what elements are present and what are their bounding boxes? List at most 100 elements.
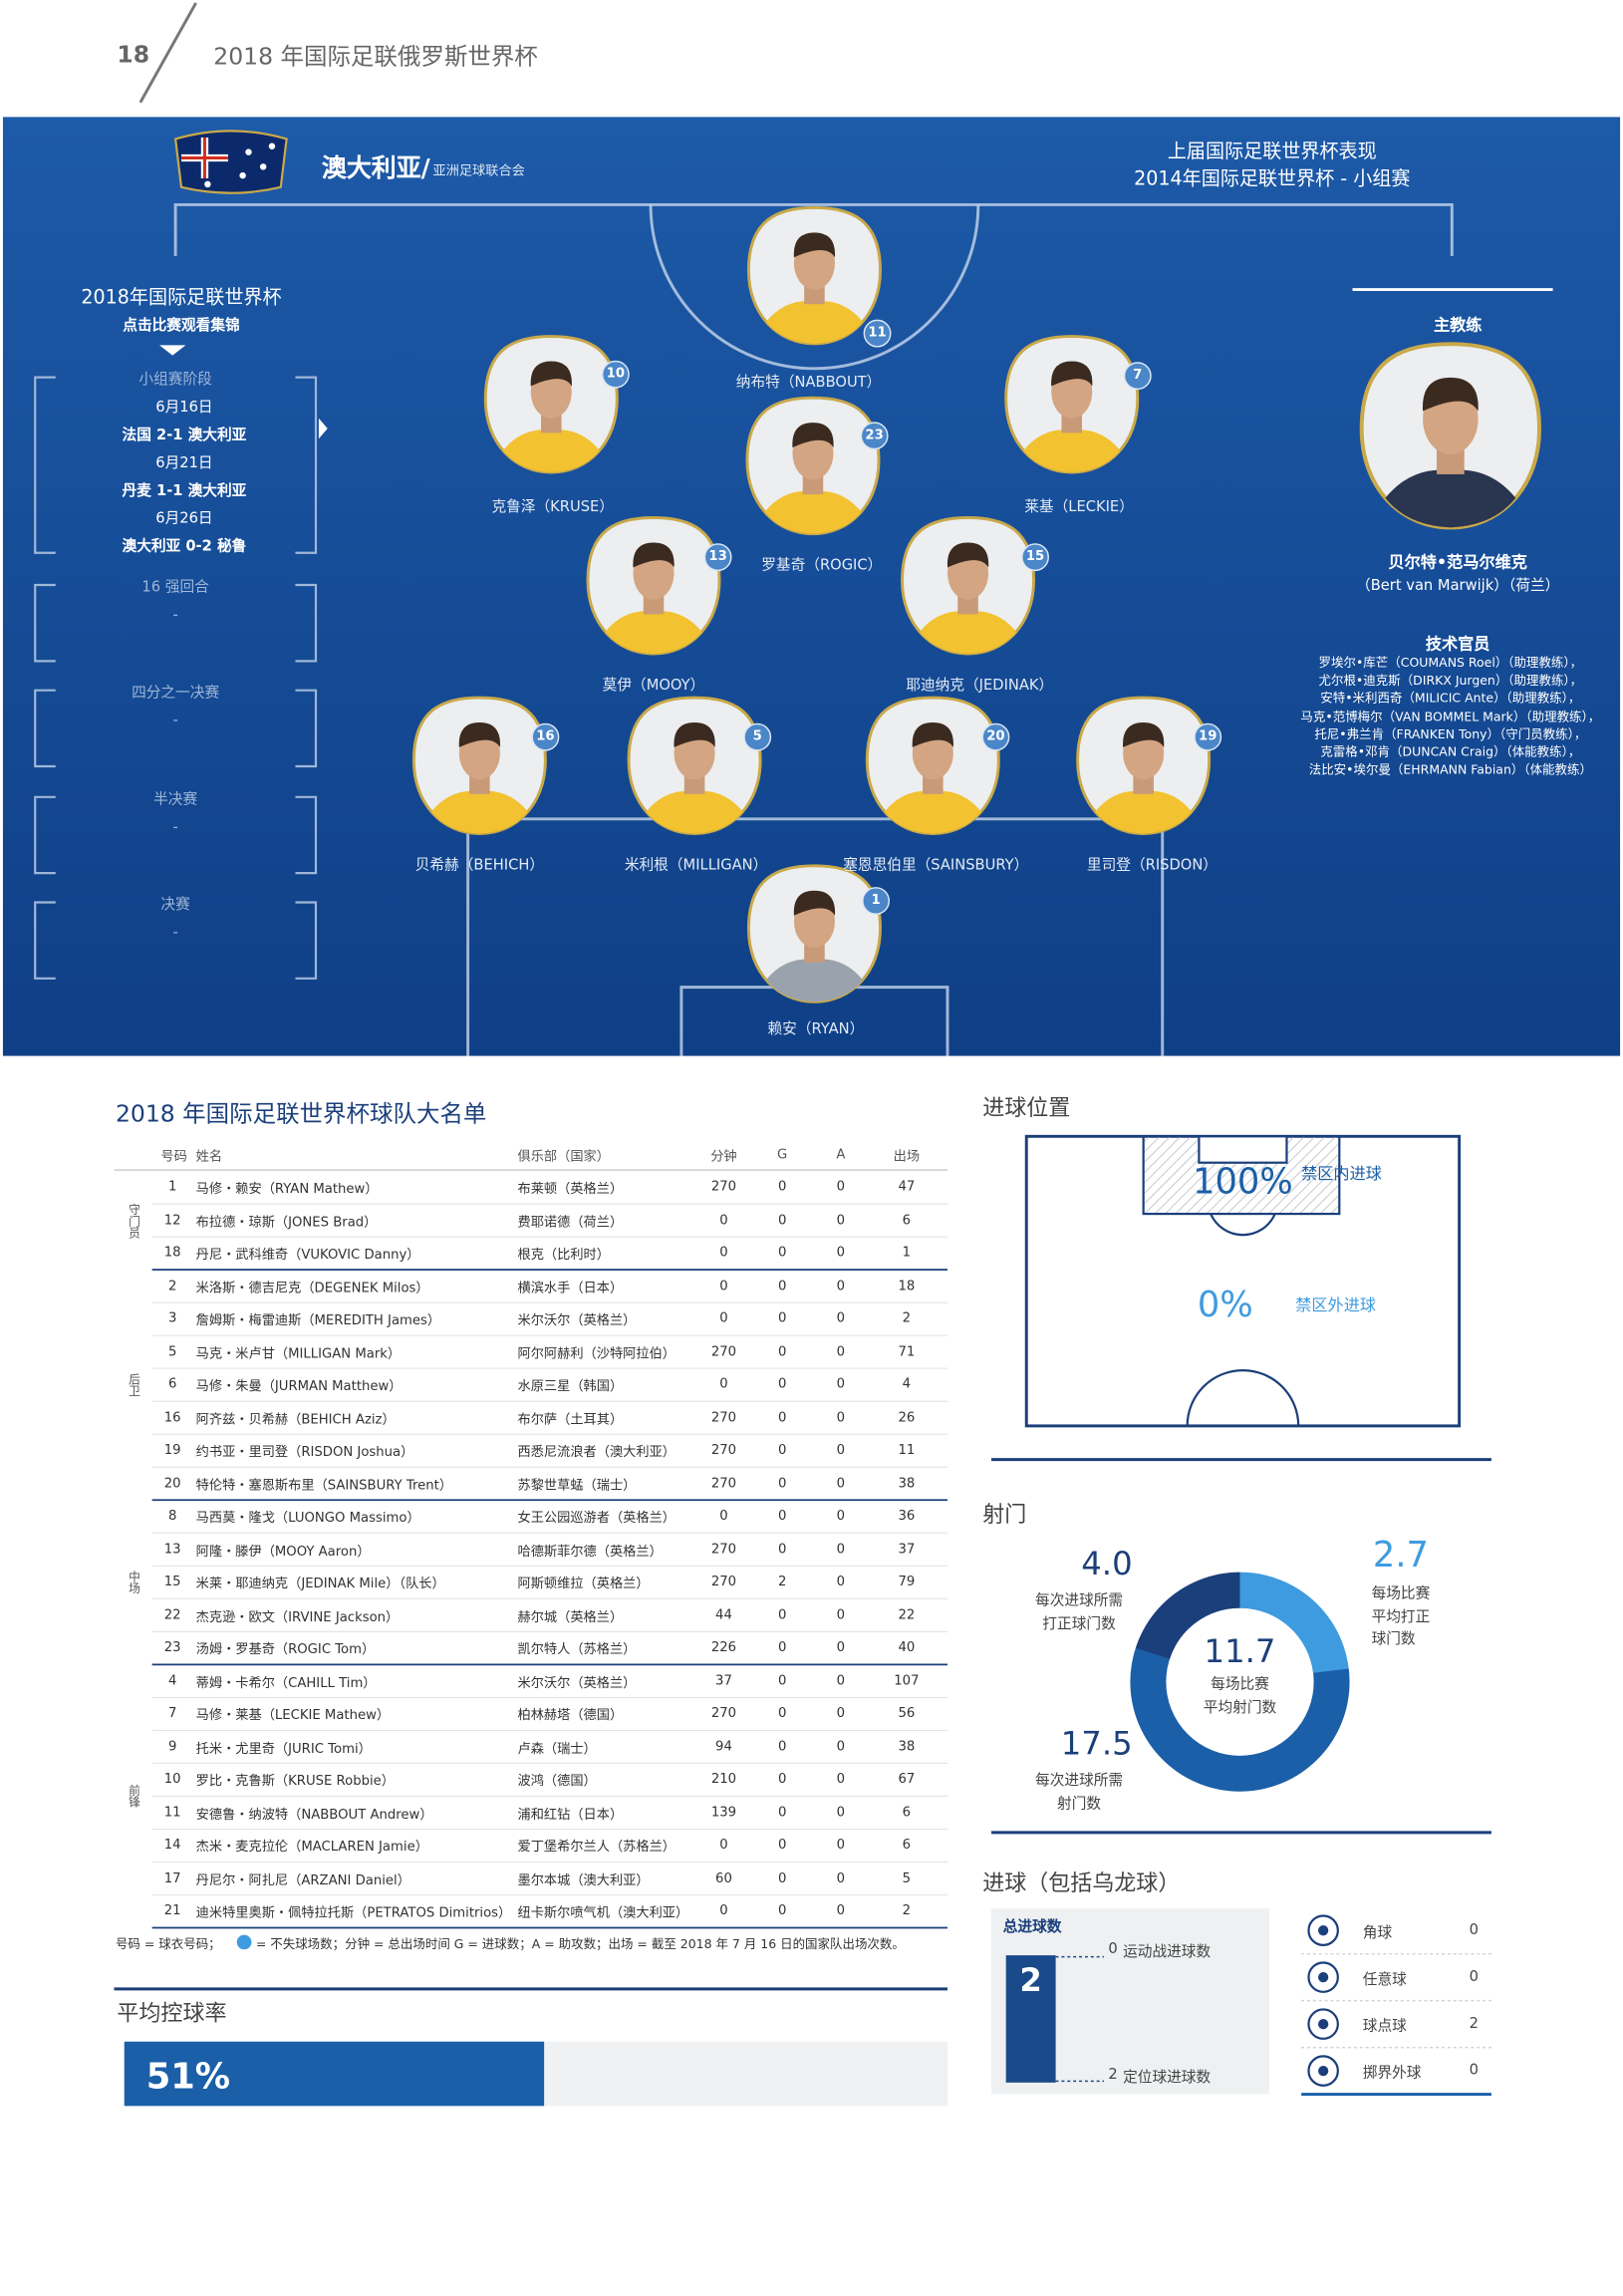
table-cell: 马西莫・隆戈（LUONGO Massimo） [195, 1511, 420, 1527]
column-header: 姓名 [195, 1150, 223, 1165]
set-piece-type-count: 0 [1469, 1969, 1479, 1986]
set-piece-icon [1318, 1972, 1329, 1983]
table-cell: 布拉德・琼斯（JONES Brad） [195, 1215, 378, 1231]
stage-result: - [172, 819, 178, 836]
hair [1123, 721, 1165, 747]
table-cell: 0 [777, 1246, 787, 1262]
table-cell: 37 [898, 1542, 916, 1558]
table-cell: 汤姆・罗基奇（ROGIC Tom） [195, 1642, 376, 1658]
table-cell: 布尔萨（土耳其） [517, 1412, 624, 1428]
match-result[interactable]: 澳大利亚 0-2 秘鲁 [122, 538, 247, 555]
table-cell: 40 [898, 1640, 916, 1656]
group-label: 后卫 [128, 1373, 141, 1397]
header-slash [138, 2, 197, 104]
match-result[interactable]: 法国 2-1 澳大利亚 [122, 428, 247, 444]
player-name: 里司登（RISDON） [1086, 857, 1217, 874]
table-cell: 0 [836, 1575, 846, 1590]
table-cell: 26 [898, 1410, 916, 1426]
set-piece-type-count: 0 [1469, 1922, 1479, 1939]
table-cell: 270 [710, 1410, 737, 1426]
table-cell: 0 [777, 1476, 787, 1492]
table-cell: 0 [777, 1509, 787, 1525]
stat-caption: 每次进球所需 [1035, 1592, 1124, 1610]
table-cell: 0 [719, 1311, 728, 1327]
table-cell: 1 [167, 1180, 177, 1196]
stat-caption: 平均打正 [1371, 1608, 1431, 1625]
player-photo [483, 335, 619, 474]
coach-photo [1359, 342, 1541, 530]
table-cell: 苏黎世草蜢（瑞士） [517, 1478, 637, 1494]
table-cell: 4 [902, 1377, 912, 1393]
column-header: G [777, 1148, 788, 1163]
player-name: 莫伊（MOOY） [602, 678, 705, 695]
table-cell: 0 [836, 1772, 846, 1788]
bracket [34, 689, 318, 768]
column-header: 出场 [893, 1150, 921, 1165]
set-piece-type: 角球 [1362, 1925, 1393, 1942]
match-date: 6月21日 [155, 455, 213, 472]
table-cell: 丹尼尔・阿扎尼（ARZANI Daniel） [195, 1872, 410, 1888]
player-name: 贝希赫（BEHICH） [414, 857, 545, 874]
footnote: 号码 = 球衣号码； [115, 1937, 221, 1953]
table-cell: 270 [710, 1443, 737, 1459]
stage-name: 四分之一决赛 [132, 685, 220, 702]
table-cell: 水原三星（韩国） [517, 1379, 624, 1395]
table-cell: 米尔沃尔（英格兰） [517, 1675, 637, 1691]
neck [923, 773, 944, 794]
team-name: 澳大利亚/ [321, 153, 430, 184]
table-cell: 0 [836, 1673, 846, 1689]
table-cell: 2 [902, 1903, 912, 1919]
table-cell: 270 [710, 1575, 737, 1590]
table-cell: 0 [777, 1344, 787, 1360]
stat-caption: 打正球门数 [1042, 1616, 1116, 1633]
table-cell: 270 [710, 1706, 737, 1722]
shirt [605, 611, 702, 655]
coach-heading: 主教练 [1433, 315, 1483, 336]
table-cell: 0 [777, 1903, 787, 1919]
table-cell: 马修・莱基（LECKIE Mathew） [195, 1708, 391, 1724]
tournament-subtitle[interactable]: 点击比赛观看集锦 [123, 318, 240, 335]
shots-on-target-arc [1238, 1571, 1350, 1674]
hair [458, 721, 501, 747]
player-number: 1 [871, 893, 881, 909]
table-cell: 约书亚・里司登（RISDON Joshua） [195, 1445, 414, 1461]
hair [912, 721, 953, 747]
hair [947, 542, 989, 568]
table-cell: 210 [710, 1772, 737, 1788]
table-cell: 10 [163, 1772, 181, 1788]
table-cell: 0 [719, 1509, 728, 1525]
staff-member: 尤尔根•迪克斯（DIRKX Jurgen）（助理教练）， [1318, 674, 1583, 690]
stat-value: 2.7 [1372, 1534, 1429, 1576]
table-cell: 0 [777, 1706, 787, 1722]
player-name: 耶迪纳克（JEDINAK） [906, 678, 1054, 695]
inside-share: 100% [1193, 1161, 1293, 1203]
table-cell: 阿斯顿维拉（英格兰） [517, 1577, 650, 1592]
player-photo [746, 205, 882, 346]
table-cell: 18 [163, 1246, 181, 1262]
table-cell: 8 [167, 1509, 177, 1525]
outside-label: 禁区外进球 [1295, 1295, 1376, 1315]
table-cell: 6 [902, 1213, 912, 1229]
table-cell: 79 [898, 1575, 916, 1590]
header-title: 2018 年国际足联俄罗斯世界杯 [213, 42, 538, 71]
table-cell: 18 [898, 1279, 916, 1294]
table-cell: 2 [902, 1311, 912, 1327]
match-result[interactable]: 丹麦 1-1 澳大利亚 [122, 483, 247, 500]
set-piece-type: 任意球 [1362, 1972, 1407, 1989]
number-badge [862, 887, 891, 915]
hair [633, 542, 675, 568]
table-cell: 5 [902, 1870, 912, 1886]
table-cell: 哈德斯菲尔德（英格兰） [517, 1544, 663, 1560]
shirt [766, 300, 863, 344]
player-number: 5 [752, 729, 762, 744]
table-cell: 6 [902, 1838, 912, 1854]
player-photo [865, 696, 1000, 835]
player-photo [411, 696, 547, 835]
table-cell: 赫尔城（英格兰） [517, 1609, 624, 1625]
player-number: 7 [1133, 368, 1143, 384]
hair [674, 721, 715, 747]
table-cell: 西悉尼流浪者（澳大利亚） [517, 1445, 676, 1461]
table-cell: 0 [836, 1311, 846, 1327]
player-name: 莱基（LECKIE） [1024, 499, 1134, 516]
